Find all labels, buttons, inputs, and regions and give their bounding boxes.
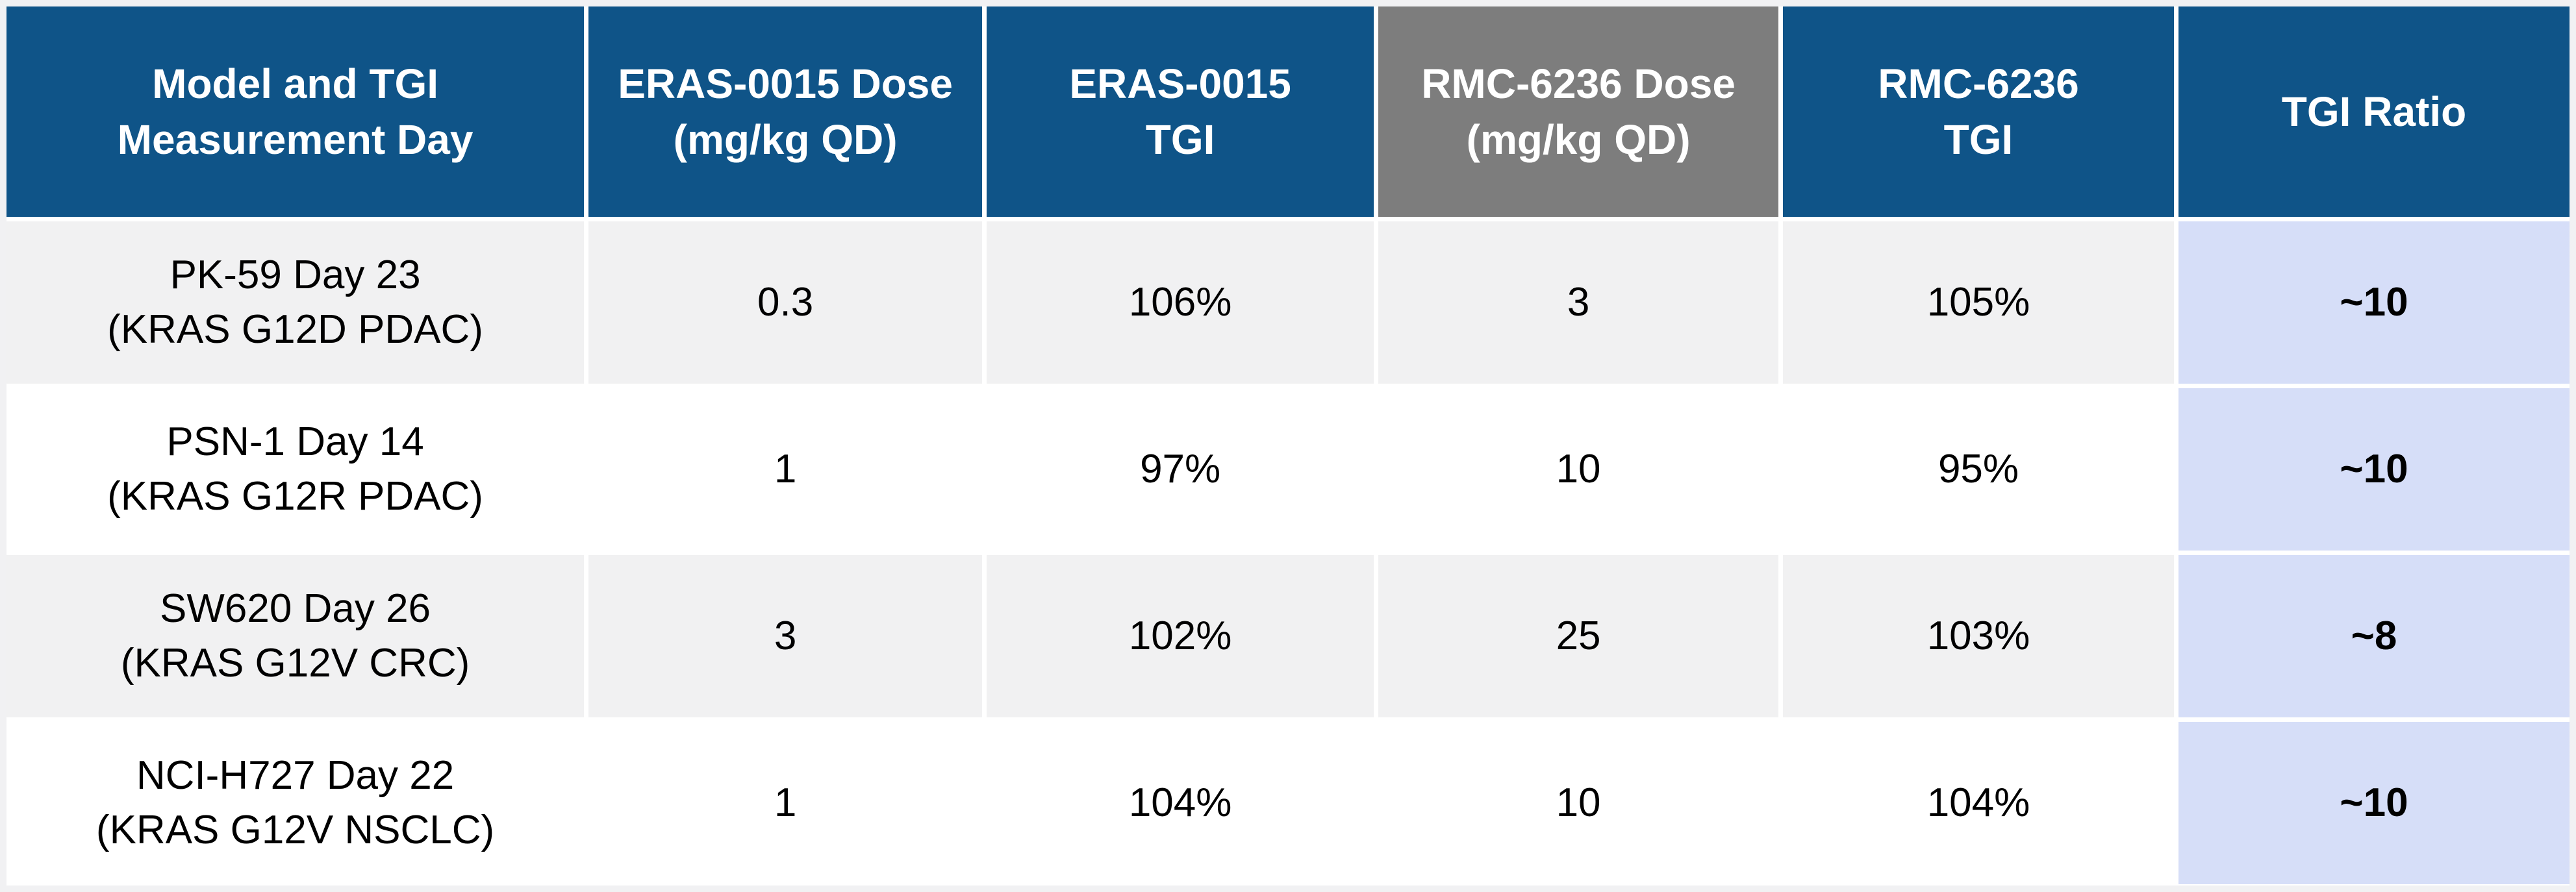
tgi-ratio-cell: ~8 <box>2178 555 2570 717</box>
eras-dose-cell: 3 <box>588 555 983 717</box>
model-cell: SW620 Day 26 (KRAS G12V CRC) <box>6 555 585 717</box>
header-eras-0015-tgi: ERAS-0015 TGI <box>987 6 1374 217</box>
tgi-ratio-cell: ~10 <box>2178 388 2570 551</box>
header-model-measurement-day: Model and TGI Measurement Day <box>6 6 585 217</box>
tgi-ratio-cell: ~10 <box>2178 221 2570 384</box>
model-cell: PSN-1 Day 14 (KRAS G12R PDAC) <box>6 388 585 551</box>
rmc-tgi-cell: 104% <box>1783 722 2174 884</box>
header-tgi-ratio: TGI Ratio <box>2178 6 2570 217</box>
eras-tgi-cell: 97% <box>987 388 1374 551</box>
rmc-dose-cell: 10 <box>1378 388 1778 551</box>
rmc-dose-cell: 3 <box>1378 221 1778 384</box>
eras-dose-cell: 0.3 <box>588 221 983 384</box>
tgi-ratio-cell: ~10 <box>2178 722 2570 884</box>
header-rmc-6236-tgi: RMC-6236 TGI <box>1783 6 2174 217</box>
model-cell: NCI-H727 Day 22 (KRAS G12V NSCLC) <box>6 722 585 884</box>
rmc-tgi-cell: 95% <box>1783 388 2174 551</box>
model-cell: PK-59 Day 23 (KRAS G12D PDAC) <box>6 221 585 384</box>
rmc-tgi-cell: 105% <box>1783 221 2174 384</box>
rmc-tgi-cell: 103% <box>1783 555 2174 717</box>
eras-tgi-cell: 102% <box>987 555 1374 717</box>
header-rmc-6236-dose: RMC-6236 Dose (mg/kg QD) <box>1378 6 1778 217</box>
eras-dose-cell: 1 <box>588 388 983 551</box>
rmc-dose-cell: 25 <box>1378 555 1778 717</box>
eras-tgi-cell: 106% <box>987 221 1374 384</box>
rmc-dose-cell: 10 <box>1378 722 1778 884</box>
eras-tgi-cell: 104% <box>987 722 1374 884</box>
eras-dose-cell: 1 <box>588 722 983 884</box>
header-eras-0015-dose: ERAS-0015 Dose (mg/kg QD) <box>588 6 983 217</box>
